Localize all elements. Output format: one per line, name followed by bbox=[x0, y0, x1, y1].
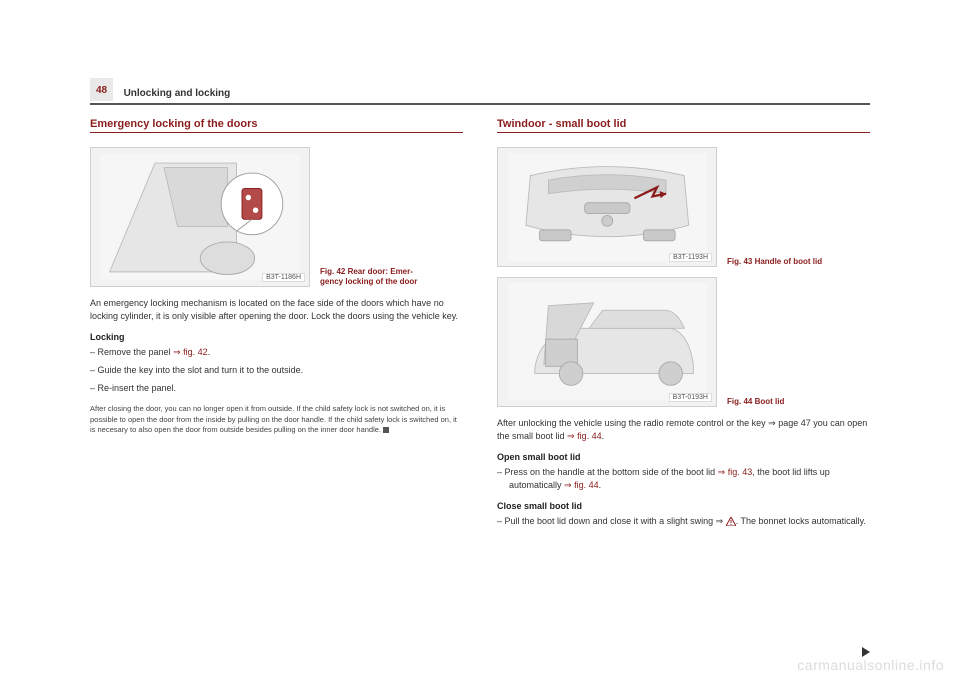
watermark: carmanualsonline.info bbox=[797, 657, 944, 673]
header-rule bbox=[90, 103, 870, 105]
figure-43-code: B3T-1193H bbox=[669, 253, 712, 262]
cs-b: . The bonnet locks automatically. bbox=[736, 516, 866, 526]
manual-page: 48 Unlocking and locking Emergency locki… bbox=[0, 0, 960, 679]
figure-44-caption: Fig. 44 Boot lid bbox=[727, 397, 784, 407]
car-bootlid-icon bbox=[507, 283, 708, 401]
r-p1-a: After unlocking the vehicle using the ra… bbox=[497, 418, 867, 441]
cs-a: Pull the boot lid down and close it with… bbox=[505, 516, 726, 526]
figure-43-caption: Fig. 43 Handle of boot lid bbox=[727, 257, 822, 267]
r-p1-c: . bbox=[602, 431, 605, 441]
left-para-1: An emergency locking mechanism is locate… bbox=[90, 297, 463, 323]
step1-text-c: . bbox=[208, 347, 211, 357]
os-b: ⇒ fig. 43 bbox=[718, 467, 753, 477]
car-door-icon bbox=[100, 154, 301, 281]
locking-steps: Remove the panel ⇒ fig. 42. Guide the ke… bbox=[90, 346, 463, 395]
left-heading: Emergency locking of the doors bbox=[90, 118, 463, 130]
section-title: Unlocking and locking bbox=[124, 88, 231, 99]
figure-44-code: B3T-0193H bbox=[669, 393, 712, 402]
right-heading-rule bbox=[497, 132, 870, 133]
os-e: . bbox=[599, 480, 602, 490]
open-step-1: Press on the handle at the bottom side o… bbox=[497, 466, 870, 492]
page-header: 48 Unlocking and locking bbox=[90, 78, 870, 105]
page-number: 48 bbox=[96, 85, 107, 96]
car-rear-icon bbox=[507, 153, 708, 262]
locking-step-3: Re-insert the panel. bbox=[90, 382, 463, 395]
figure-43-image: B3T-1193H bbox=[497, 147, 717, 267]
close-heading: Close small boot lid bbox=[497, 501, 870, 511]
step1-text-a: Remove the panel bbox=[98, 347, 174, 357]
open-steps: Press on the handle at the bottom side o… bbox=[497, 466, 870, 492]
columns: Emergency locking of the doors bbox=[90, 118, 870, 537]
right-column: Twindoor - small boot lid B bbox=[497, 118, 870, 537]
figure-44-row: B3T-0193H Fig. 44 Boot lid bbox=[497, 277, 870, 407]
step1-ref: ⇒ fig. 42 bbox=[173, 347, 208, 357]
right-heading: Twindoor - small boot lid bbox=[497, 118, 870, 130]
locking-heading: Locking bbox=[90, 332, 463, 342]
warning-triangle-icon bbox=[726, 517, 736, 526]
figure-42-code: B3T-1186H bbox=[262, 273, 305, 282]
end-mark-icon bbox=[383, 427, 389, 433]
close-steps: Pull the boot lid down and close it with… bbox=[497, 515, 870, 528]
figure-42-row: B3T-1186H Fig. 42 Rear door: Emer- gency… bbox=[90, 147, 463, 287]
os-a: Press on the handle at the bottom side o… bbox=[505, 467, 718, 477]
locking-step-2: Guide the key into the slot and turn it … bbox=[90, 364, 463, 377]
open-heading: Open small boot lid bbox=[497, 452, 870, 462]
right-para-1: After unlocking the vehicle using the ra… bbox=[497, 417, 870, 443]
fine-text: After closing the door, you can no longe… bbox=[90, 404, 457, 434]
continue-arrow-icon bbox=[862, 647, 870, 657]
locking-step-1: Remove the panel ⇒ fig. 42. bbox=[90, 346, 463, 359]
figure-44-image: B3T-0193H bbox=[497, 277, 717, 407]
close-step-1: Pull the boot lid down and close it with… bbox=[497, 515, 870, 528]
figure-42-caption: Fig. 42 Rear door: Emer- gency locking o… bbox=[320, 267, 417, 287]
r-p1-ref: ⇒ fig. 44 bbox=[567, 431, 602, 441]
left-column: Emergency locking of the doors bbox=[90, 118, 463, 537]
page-number-box: 48 bbox=[90, 78, 113, 101]
left-heading-rule bbox=[90, 132, 463, 133]
os-d: ⇒ fig. 44 bbox=[564, 480, 599, 490]
figure-43-row: B3T-1193H Fig. 43 Handle of boot lid bbox=[497, 147, 870, 267]
left-fine-print: After closing the door, you can no longe… bbox=[90, 404, 463, 436]
figure-42-image: B3T-1186H bbox=[90, 147, 310, 287]
